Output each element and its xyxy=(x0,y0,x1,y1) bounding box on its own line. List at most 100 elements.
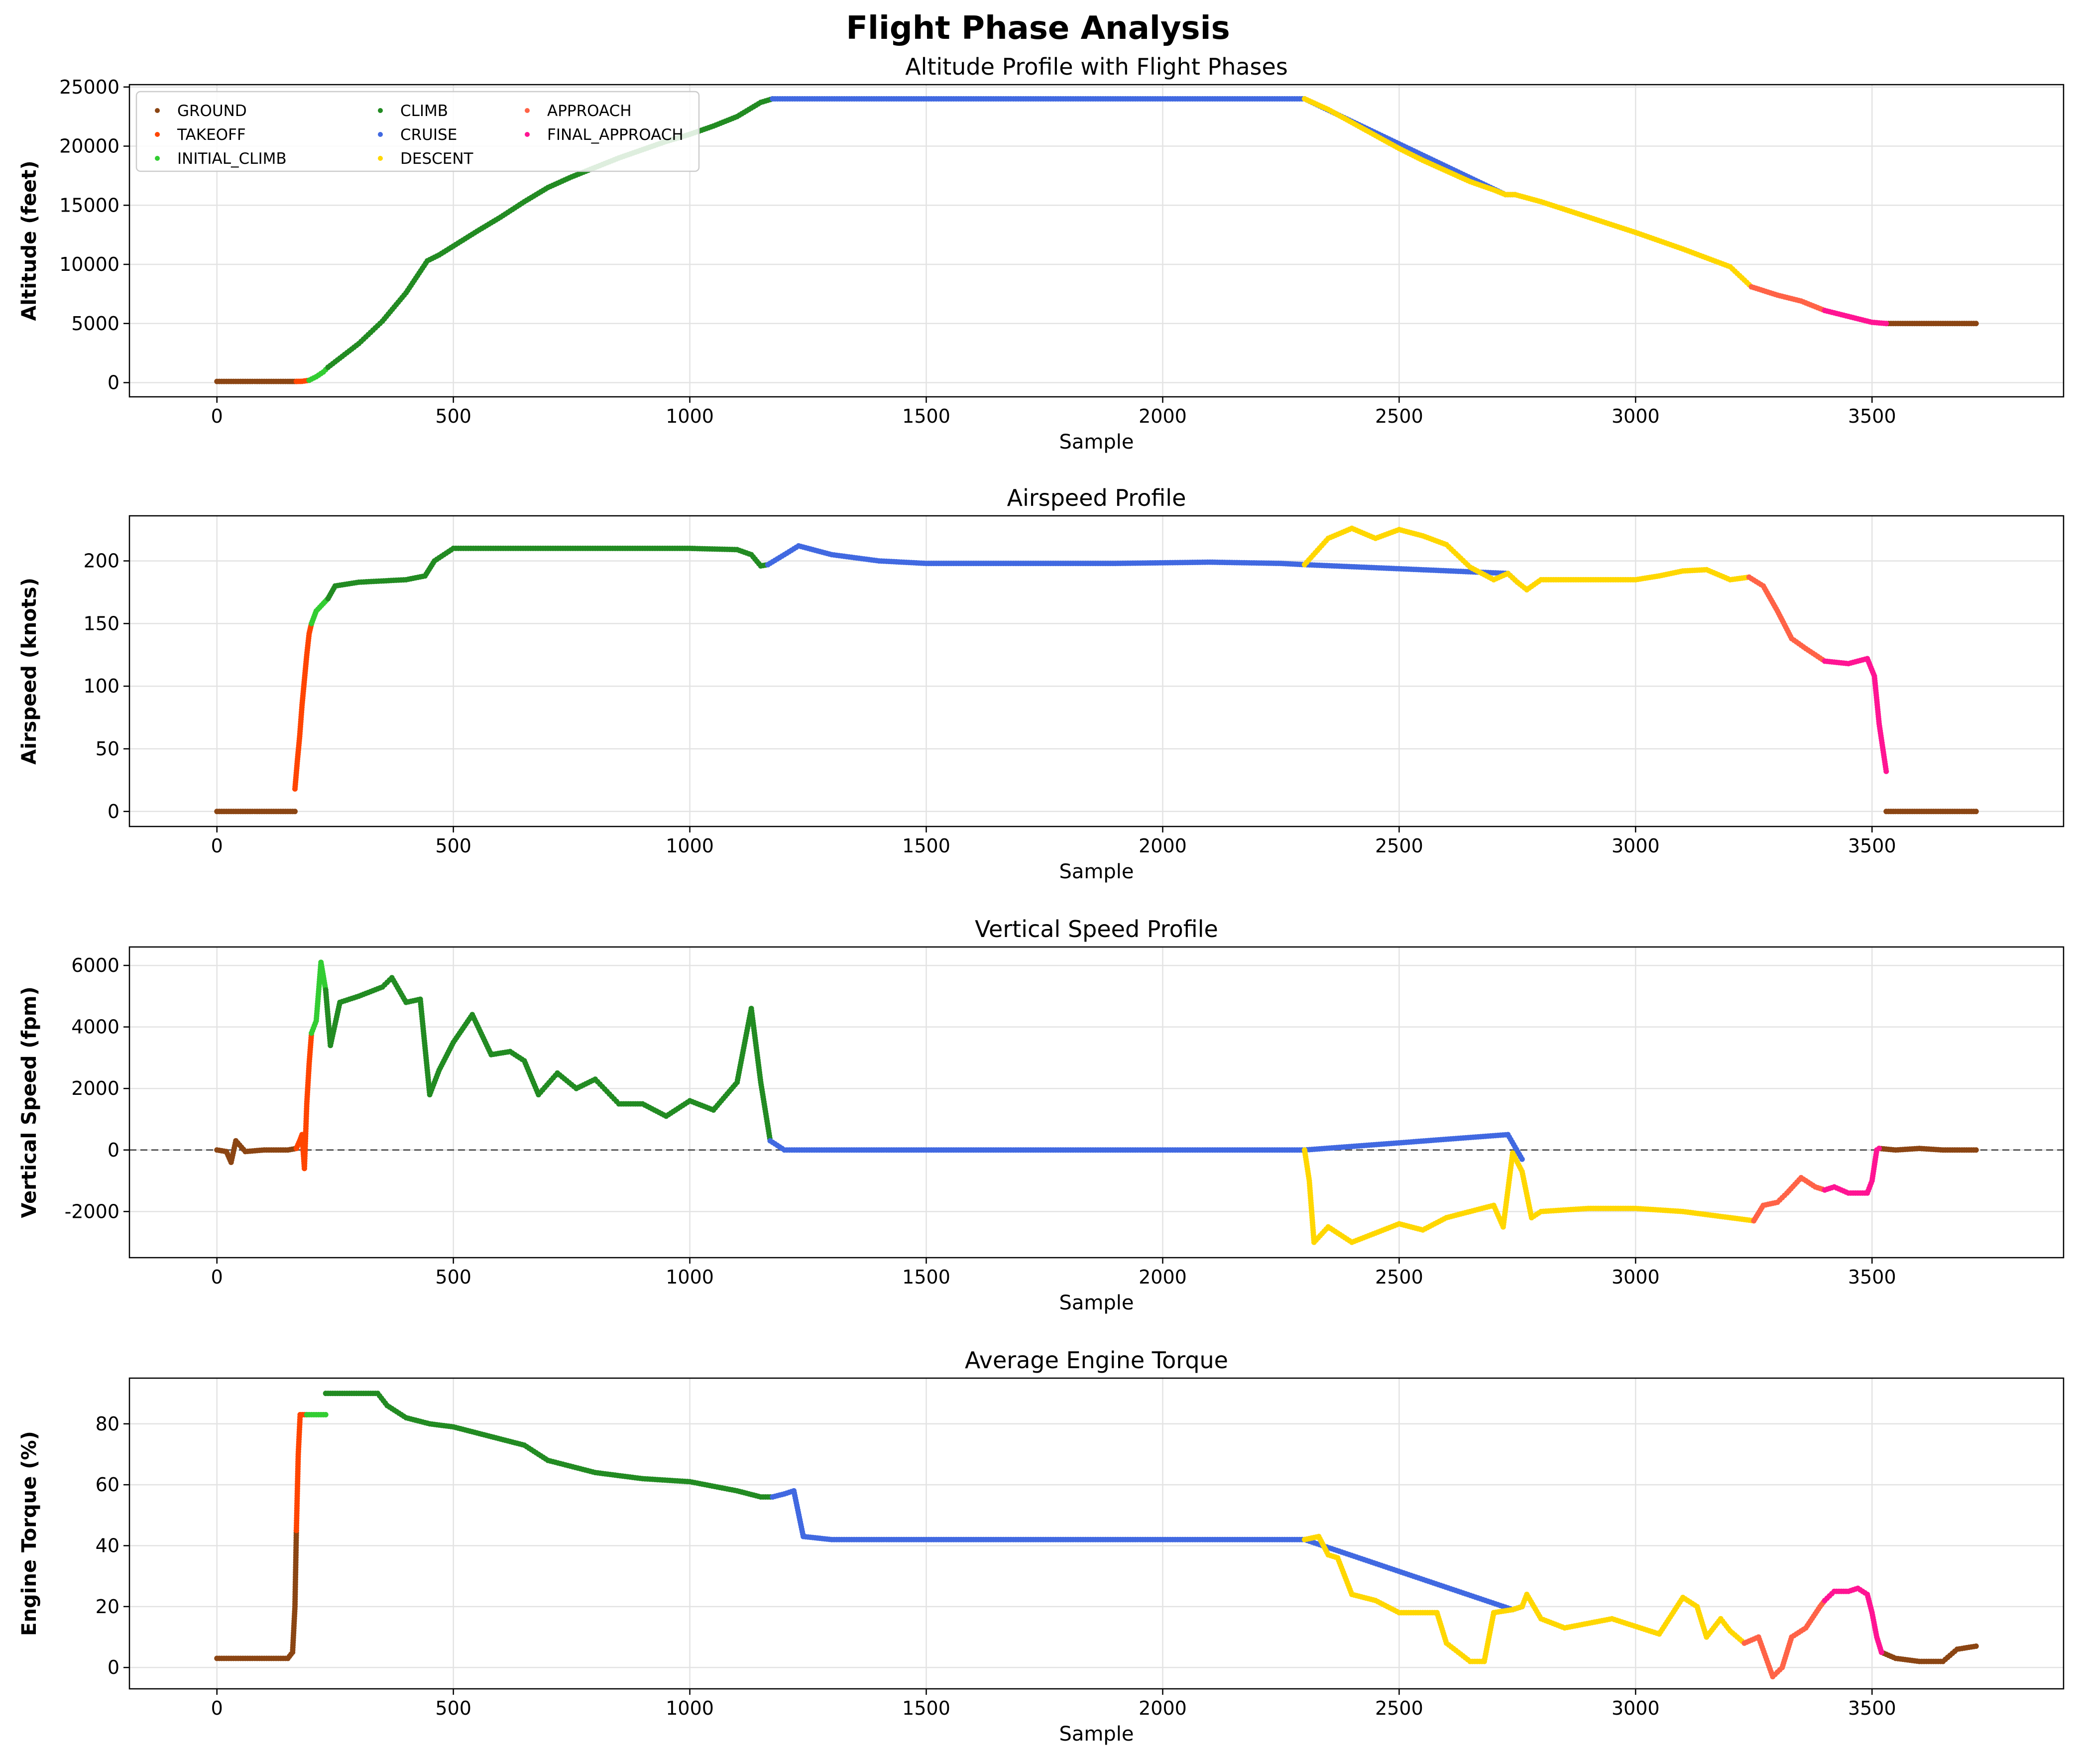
x-tick-label: 2000 xyxy=(1139,835,1187,857)
series-cruise xyxy=(767,1132,1525,1162)
y-tick-label: 0 xyxy=(108,372,119,394)
y-tick-label: 6000 xyxy=(71,954,119,976)
plot-frame xyxy=(128,84,2065,398)
y-tick-label: -2000 xyxy=(65,1200,119,1222)
x-axis-label: Sample xyxy=(1059,1292,1134,1314)
panel-3: 0 500 1000 1500 2000 2500 3000 3500 -2000 0 2000 40… xyxy=(18,916,2065,1314)
legend-label-approach: APPROACH xyxy=(547,102,632,120)
point xyxy=(1973,809,1979,815)
legend: GROUND TAKEOFF INITIAL_CLIMB CLIMB CRUISE DES… xyxy=(135,91,700,172)
y-tick-label: 200 xyxy=(83,550,119,572)
series-ground xyxy=(214,1138,1979,1165)
x-axis-label: Sample xyxy=(1059,860,1134,883)
x-tick-label: 0 xyxy=(211,835,223,857)
panel-title: Airspeed Profile xyxy=(1007,484,1186,511)
point xyxy=(292,809,298,815)
x-tick-label: 3000 xyxy=(1612,835,1660,857)
x-tick-label: 0 xyxy=(211,405,223,427)
x-tick-label: 3500 xyxy=(1848,405,1896,427)
legend-marker-final-approach xyxy=(525,132,530,137)
x-tick-label: 3000 xyxy=(1612,1266,1660,1288)
legend-label-final-approach: FINAL_APPROACH xyxy=(547,126,684,144)
x-tick-label: 3000 xyxy=(1612,1697,1660,1719)
x-tick-label: 500 xyxy=(435,405,471,427)
x-tick-label: 3500 xyxy=(1848,835,1896,857)
legend-label-descent: DESCENT xyxy=(400,150,474,168)
y-tick-label: 25000 xyxy=(59,76,119,98)
legend-marker-takeoff xyxy=(155,132,160,137)
y-tick-label: 40 xyxy=(96,1534,119,1556)
point xyxy=(1973,1643,1979,1649)
series-initial-climb xyxy=(304,1411,329,1417)
x-tick-label: 3500 xyxy=(1848,1697,1896,1719)
figure-title: Flight Phase Analysis xyxy=(846,10,1230,47)
x-tick-label: 2000 xyxy=(1139,405,1187,427)
legend-marker-cruise xyxy=(378,132,383,137)
y-tick-label: 20000 xyxy=(59,135,119,157)
y-tick-label: 0 xyxy=(108,1656,119,1678)
point xyxy=(1973,1147,1979,1153)
y-tick-label: 80 xyxy=(96,1413,119,1435)
x-tick-label: 500 xyxy=(435,1697,471,1719)
x-tick-label: 1000 xyxy=(666,405,714,427)
legend-label-ground: GROUND xyxy=(177,102,247,120)
y-axis-label: Airspeed (knots) xyxy=(18,578,41,765)
x-axis-label: Sample xyxy=(1059,431,1134,454)
series-approach xyxy=(1748,284,1828,314)
x-tick-label: 0 xyxy=(211,1266,223,1288)
x-tick-label: 500 xyxy=(435,1266,471,1288)
series-initial-climb xyxy=(309,595,331,626)
series-descent xyxy=(1301,96,1754,290)
series-approach xyxy=(1746,574,1828,664)
series-final-approach xyxy=(1822,308,1889,327)
series-takeoff xyxy=(293,377,312,384)
legend-label-climb: CLIMB xyxy=(400,102,448,120)
panel-1: 0 500 1000 1500 2000 2500 3000 3500 0 5000 10000 15… xyxy=(18,53,2065,454)
y-tick-label: 2000 xyxy=(71,1077,119,1099)
legend-marker-ground xyxy=(155,108,160,113)
legend-marker-climb xyxy=(378,108,383,113)
point xyxy=(1878,1649,1884,1655)
x-tick-label: 2500 xyxy=(1375,405,1423,427)
panel-2: 0 500 1000 1500 2000 2500 3000 3500 0 50 100 150 200… xyxy=(18,484,2065,883)
y-tick-label: 15000 xyxy=(59,194,119,216)
x-tick-label: 2000 xyxy=(1139,1697,1187,1719)
y-tick-label: 10000 xyxy=(59,253,119,275)
series-takeoff xyxy=(292,620,315,792)
x-tick-label: 2500 xyxy=(1375,835,1423,857)
x-ticks: 0 500 1000 1500 2000 2500 3000 3500 xyxy=(211,397,1896,427)
x-tick-label: 1500 xyxy=(902,405,950,427)
y-tick-label: 50 xyxy=(96,738,119,760)
y-tick-label: 0 xyxy=(108,1139,119,1161)
legend-marker-descent xyxy=(378,156,383,161)
panels: 0 500 1000 1500 2000 2500 3000 3500050001000015… xyxy=(18,53,2065,1746)
x-tick-label: 500 xyxy=(435,835,471,857)
x-tick-label: 1500 xyxy=(902,835,950,857)
panel-title: Altitude Profile with Flight Phases xyxy=(905,53,1288,80)
x-tick-label: 1000 xyxy=(666,1697,714,1719)
x-tick-label: 1500 xyxy=(902,1266,950,1288)
y-tick-label: 150 xyxy=(83,612,119,634)
series-final-approach xyxy=(1822,656,1889,774)
x-tick-label: 2500 xyxy=(1375,1266,1423,1288)
x-tick-label: 1000 xyxy=(666,835,714,857)
x-tick-label: 2000 xyxy=(1139,1266,1187,1288)
panel-title: Vertical Speed Profile xyxy=(975,916,1218,942)
series-cruise xyxy=(770,96,1518,198)
y-ticks: 0 50 100 150 200 xyxy=(83,550,129,823)
legend-label-cruise: CRUISE xyxy=(400,126,457,144)
y-axis-label: Engine Torque (%) xyxy=(18,1431,41,1636)
point xyxy=(323,1411,329,1417)
x-tick-label: 3500 xyxy=(1848,1266,1896,1288)
plot-frame xyxy=(128,515,2065,827)
x-tick-label: 1000 xyxy=(666,1266,714,1288)
data-points xyxy=(214,959,1979,1245)
y-ticks: 0 5000 10000 15000 20000 25000 xyxy=(59,76,129,394)
data-points xyxy=(214,525,1979,815)
x-tick-label: 0 xyxy=(211,1697,223,1719)
panel-title: Average Engine Torque xyxy=(965,1347,1228,1374)
x-tick-label: 1500 xyxy=(902,1697,950,1719)
series-descent xyxy=(1301,525,1752,592)
series-initial-climb xyxy=(309,959,329,1036)
legend-label-takeoff: TAKEOFF xyxy=(177,126,246,144)
